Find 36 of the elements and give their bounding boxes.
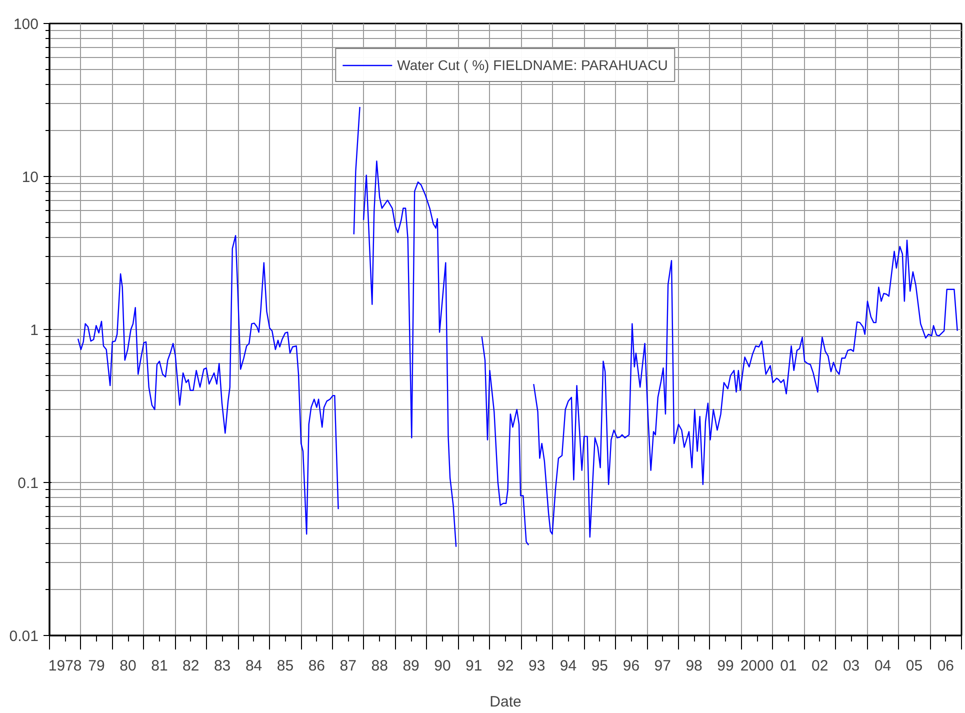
x-tick-label: 81 xyxy=(151,658,168,674)
x-tick-label: 05 xyxy=(906,658,923,674)
y-tick-label: 1 xyxy=(30,322,38,339)
x-tick-label: 82 xyxy=(182,658,200,674)
x-tick-label: 04 xyxy=(874,658,892,674)
x-tick-label: 90 xyxy=(434,658,451,674)
x-tick-label: 2000 xyxy=(740,658,774,674)
x-tick-label: 01 xyxy=(780,658,797,674)
x-tick-label: 85 xyxy=(276,658,294,674)
x-tick-label: 1978 xyxy=(48,658,82,674)
x-axis-title: Date xyxy=(490,694,522,710)
x-tick-label: 80 xyxy=(120,658,136,674)
x-tick-label: 03 xyxy=(842,658,860,674)
x-tick-label: 92 xyxy=(497,658,514,674)
x-tick-label: 93 xyxy=(528,658,546,674)
x-tick-label: 97 xyxy=(654,658,671,674)
x-tick-label: 79 xyxy=(88,658,105,674)
x-tick-label: 84 xyxy=(245,658,262,674)
x-tick-label: 06 xyxy=(937,658,954,674)
y-tick-label: 0.01 xyxy=(9,628,39,645)
x-tick-label: 95 xyxy=(591,658,608,674)
x-tick-label: 87 xyxy=(340,658,356,674)
x-tick-label: 02 xyxy=(812,658,828,674)
y-tick-label: 100 xyxy=(13,16,39,33)
x-tick-label: 89 xyxy=(402,658,420,674)
legend-label: Water Cut ( %) FIELDNAME: PARAHUACU xyxy=(397,57,668,73)
y-tick-label: 0.1 xyxy=(18,475,39,492)
x-tick-label: 91 xyxy=(466,658,482,674)
x-tick-label: 88 xyxy=(371,658,388,674)
x-tick-label: 99 xyxy=(717,658,734,674)
x-tick-label: 96 xyxy=(622,658,640,674)
y-tick-label: 10 xyxy=(22,169,39,186)
x-tick-label: 83 xyxy=(214,658,231,674)
x-tick-label: 94 xyxy=(560,658,577,674)
x-tick-label: 98 xyxy=(686,658,702,674)
x-tick-label: 86 xyxy=(308,658,326,674)
